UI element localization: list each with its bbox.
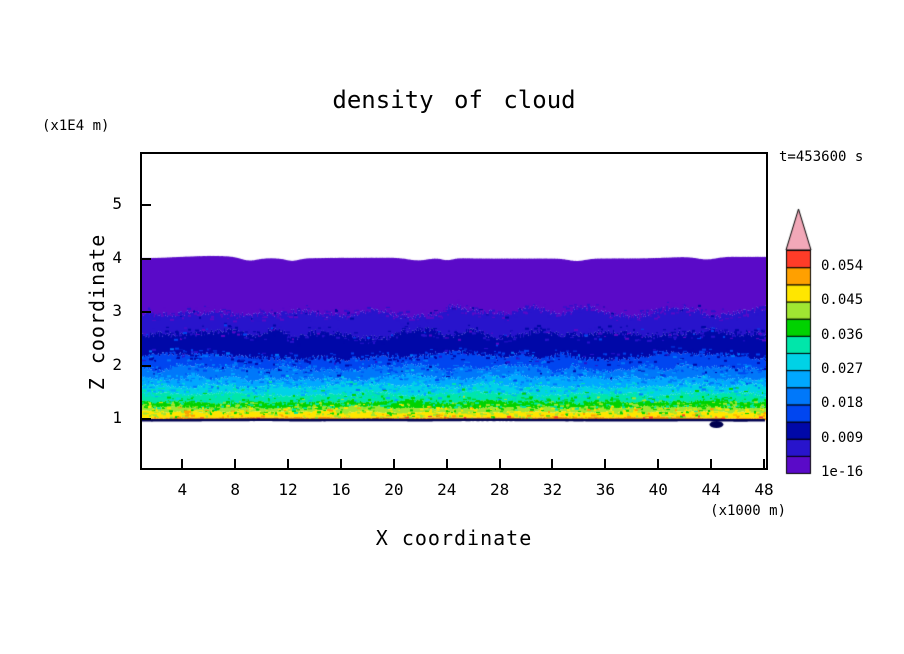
x-tick-mark: [604, 459, 607, 468]
x-tick-label: 36: [595, 480, 615, 499]
x-tick-mark: [657, 459, 660, 468]
colorbar-tick-label: 0.009: [821, 429, 864, 446]
x-tick-label: 28: [489, 480, 510, 499]
z-tick-label: 5: [112, 194, 122, 214]
z-tick-label: 4: [112, 247, 122, 267]
x-tick-mark: [392, 459, 395, 468]
z-tick-mark: [142, 204, 151, 207]
colorbar: [779, 205, 839, 483]
x-tick-label: 8: [230, 480, 240, 499]
x-tick-label: 40: [648, 480, 668, 499]
z-tick-label: 3: [112, 301, 122, 321]
chart-title: density of cloud: [332, 86, 576, 114]
z-tick-label: 2: [112, 354, 122, 374]
x-tick-mark: [339, 459, 342, 468]
colorbar-tick-label: 0.027: [821, 361, 864, 378]
x-tick-label: 24: [437, 480, 457, 499]
plot-frame: [140, 152, 768, 470]
x-tick-label: 20: [384, 480, 404, 499]
x-tick-label: 32: [542, 480, 563, 499]
colorbar-tick-label: 1e-16: [821, 464, 864, 480]
z-tick-mark: [142, 257, 151, 260]
x-tick-label: 16: [331, 480, 351, 499]
z-axis-unit-label: (x1E4 m): [42, 118, 110, 134]
x-tick-mark: [710, 459, 713, 468]
x-tick-label: 48: [754, 480, 774, 499]
x-tick-label: 12: [278, 480, 298, 499]
x-tick-label: 4: [177, 480, 188, 499]
x-tick-mark: [498, 459, 501, 468]
x-tick-mark: [445, 459, 448, 468]
x-tick-mark: [551, 459, 554, 468]
x-tick-mark: [763, 459, 766, 468]
x-axis-unit-label: (x1000 m): [710, 503, 786, 519]
x-tick-mark: [287, 459, 290, 468]
x-tick-mark: [234, 459, 237, 468]
z-tick-mark: [142, 418, 151, 421]
colorbar-tick-label: 0.036: [821, 326, 864, 343]
z-tick-mark: [142, 364, 151, 367]
x-tick-mark: [181, 459, 184, 468]
timestamp-label: t=453600 s: [779, 149, 864, 165]
cloud-density-field: [142, 154, 766, 468]
z-tick-mark: [142, 311, 151, 314]
z-tick-label: 1: [112, 408, 122, 428]
colorbar-tick-label: 0.018: [821, 395, 864, 412]
x-axis-label: X coordinate: [375, 526, 533, 550]
colorbar-tick-label: 0.045: [821, 292, 864, 309]
x-tick-label: 44: [701, 480, 721, 499]
colorbar-tick-label: 0.054: [821, 258, 864, 275]
